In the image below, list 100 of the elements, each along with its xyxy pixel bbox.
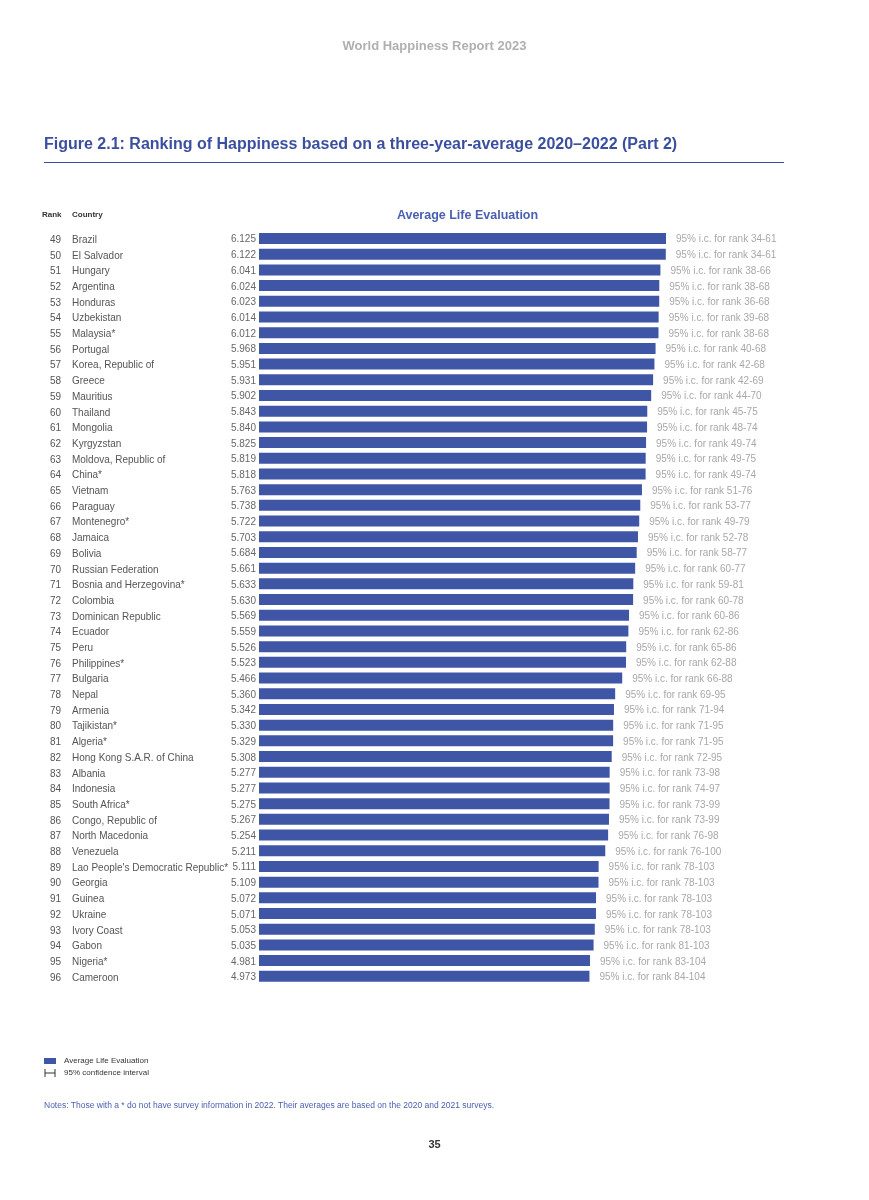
bar <box>259 374 654 386</box>
bar <box>259 484 642 496</box>
annotation: 95% i.c. for rank 45-75 <box>657 406 759 418</box>
text: 63 <box>50 453 62 465</box>
annotation: 95% i.c. for rank 49-79 <box>649 516 751 528</box>
text: 49 <box>50 233 62 245</box>
y-tick-label: China* <box>72 469 103 481</box>
annotation: 95% i.c. for rank 60-78 <box>643 594 745 606</box>
annotation: 95% i.c. for rank 78-103 <box>608 861 716 873</box>
bar <box>259 656 626 668</box>
data-label: 5.569 <box>231 610 257 622</box>
annotation: 95% i.c. for rank 71-95 <box>623 735 725 747</box>
data-label: 5.071 <box>231 908 257 920</box>
y-tick-label: Ecuador <box>72 626 110 638</box>
bar <box>259 923 595 935</box>
y-tick-label: Albania <box>72 767 106 779</box>
bar <box>259 672 623 684</box>
annotation: 95% i.c. for rank 62-86 <box>638 625 740 637</box>
annotation: 95% i.c. for rank 58-77 <box>646 547 748 559</box>
data-label: 5.035 <box>231 939 257 951</box>
data-label: 6.024 <box>231 280 257 292</box>
data-label: 5.902 <box>231 390 257 402</box>
y-tick-label: Nepal <box>72 689 99 701</box>
annotation: 95% i.c. for rank 40-68 <box>665 343 767 355</box>
bar <box>259 452 646 464</box>
bar <box>259 955 590 967</box>
y-tick-label: Cameroon <box>72 971 119 983</box>
text: 53 <box>50 296 62 308</box>
y-tick-label: Bolivia <box>72 547 102 559</box>
text: 60 <box>50 406 62 418</box>
data-label: 6.014 <box>231 311 257 323</box>
y-tick-label: North Macedonia <box>72 830 149 842</box>
text: 87 <box>50 830 62 842</box>
bar <box>259 798 610 810</box>
bar <box>259 311 659 323</box>
data-label: 5.661 <box>231 563 257 575</box>
y-tick-label: Bosnia and Herzegovina* <box>72 579 185 591</box>
bar <box>259 892 597 904</box>
annotation: 95% i.c. for rank 48-74 <box>657 421 758 433</box>
data-label: 4.981 <box>231 955 257 967</box>
annotation: 95% i.c. for rank 49-74 <box>655 468 757 480</box>
bar <box>259 358 655 370</box>
text: 79 <box>50 704 62 716</box>
annotation: 95% i.c. for rank 71-95 <box>623 720 725 732</box>
y-tick-label: Ukraine <box>72 908 107 920</box>
text: 76 <box>50 657 62 669</box>
data-label: 5.840 <box>231 421 257 433</box>
data-label: 6.041 <box>231 264 257 276</box>
y-tick-label: Dominican Republic <box>72 610 161 622</box>
text: 71 <box>50 579 62 591</box>
y-tick-label: Peru <box>72 642 94 653</box>
data-label: 4.973 <box>231 971 257 983</box>
annotation: 95% i.c. for rank 78-103 <box>604 924 712 936</box>
bar <box>259 515 640 527</box>
annotation: 95% i.c. for rank 42-68 <box>664 359 766 371</box>
data-label: 5.825 <box>231 437 257 449</box>
bar <box>259 829 609 841</box>
y-tick-label: Mongolia <box>72 422 113 434</box>
y-tick-label: Honduras <box>72 296 116 308</box>
data-label: 5.684 <box>231 547 257 559</box>
data-label: 5.843 <box>231 406 257 418</box>
y-tick-label: Russian Federation <box>72 563 159 575</box>
data-label: 5.951 <box>231 359 257 371</box>
data-label: 5.633 <box>231 578 257 590</box>
annotation: 95% i.c. for rank 69-95 <box>625 688 727 700</box>
annotation: 95% i.c. for rank 72-95 <box>621 751 723 763</box>
bar <box>259 342 656 354</box>
text: 62 <box>50 437 62 449</box>
annotation: 95% i.c. for rank 74-97 <box>619 782 721 794</box>
text: 88 <box>50 846 62 858</box>
annotation: 95% i.c. for rank 65-86 <box>636 641 738 653</box>
data-label: 5.818 <box>231 468 257 480</box>
bar <box>259 876 599 888</box>
text: 95% i.c. for rank 38-68 <box>668 327 770 339</box>
bar <box>259 625 629 637</box>
bar <box>259 782 610 794</box>
y-tick-label: Guinea <box>72 893 105 905</box>
bar <box>259 594 634 606</box>
bar <box>259 389 652 401</box>
annotation: 95% i.c. for rank 76-100 <box>615 845 722 857</box>
bar <box>259 845 606 857</box>
text: 65 <box>50 485 62 497</box>
text: 91 <box>50 893 62 905</box>
text: 81 <box>50 736 62 748</box>
text: 95% confidence interval <box>64 1068 149 1078</box>
annotation: 95% i.c. for rank 44-70 <box>661 390 763 402</box>
text: 72 <box>50 594 62 606</box>
data-label: 6.125 <box>231 233 257 245</box>
data-label: 5.053 <box>231 924 257 936</box>
annotation: 95% i.c. for rank 76-98 <box>618 830 720 842</box>
annotation: 95% i.c. for rank 78-103 <box>608 877 715 889</box>
annotation: 95% i.c. for rank 81-103 <box>603 939 711 951</box>
annotation: 95% i.c. for rank 73-99 <box>619 798 721 810</box>
text: 95% i.c. for rank 36-68 <box>669 296 771 308</box>
y-tick-label: Lao People's Democratic Republic* <box>72 861 229 873</box>
text: 57 <box>50 359 62 371</box>
data-label: 5.072 <box>231 892 257 904</box>
text: 95% i.c. for rank 38-66 <box>670 264 772 276</box>
text: 75 <box>50 642 62 653</box>
text: 70 <box>50 563 62 575</box>
